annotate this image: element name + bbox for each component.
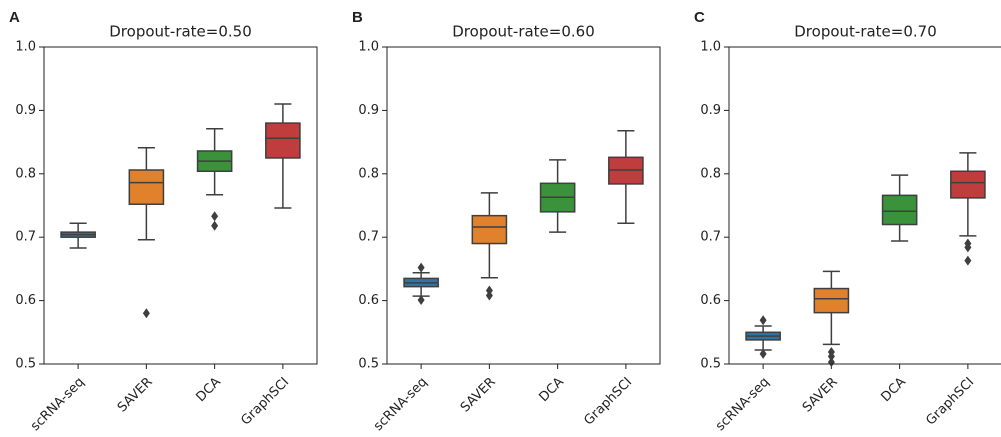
chart-title: Dropout-rate=0.50 xyxy=(109,23,252,41)
y-tick-label: 0.8 xyxy=(700,166,721,181)
flier xyxy=(417,294,425,305)
y-tick-label: 0.7 xyxy=(700,230,721,245)
axes-frame xyxy=(386,46,661,365)
x-tick-label: scRNA-seq xyxy=(371,375,430,434)
y-tick-label: 0.5 xyxy=(700,357,721,372)
y-tick-label: 1.0 xyxy=(700,40,721,55)
y-tick-label: 0.5 xyxy=(358,357,379,372)
flier xyxy=(211,211,219,222)
y-tick-label: 0.6 xyxy=(15,293,36,308)
flier xyxy=(759,348,767,359)
box xyxy=(471,214,508,245)
y-tick-label: 0.6 xyxy=(358,293,379,308)
x-tick-label: GraphSCI xyxy=(238,375,292,429)
flier xyxy=(142,308,150,319)
box xyxy=(950,170,986,199)
box xyxy=(265,122,301,159)
x-tick-label: SAVER xyxy=(800,375,841,416)
y-tick-label: 0.7 xyxy=(15,230,36,245)
y-tick-label: 1.0 xyxy=(15,40,36,55)
y-tick-label: 0.8 xyxy=(358,166,379,181)
x-tick-label: GraphSCI xyxy=(581,375,635,429)
box xyxy=(813,287,850,314)
flier xyxy=(759,315,767,326)
x-tick-label: GraphSCI xyxy=(923,375,977,429)
axes-frame xyxy=(43,46,318,365)
y-tick-label: 0.8 xyxy=(15,166,36,181)
x-tick-label: scRNA-seq xyxy=(28,375,87,434)
flier xyxy=(964,242,972,253)
y-tick-label: 0.6 xyxy=(700,293,721,308)
flier xyxy=(417,262,425,273)
x-tick-label: SAVER xyxy=(458,375,499,416)
flier xyxy=(964,255,972,266)
y-tick-label: 0.7 xyxy=(358,230,379,245)
y-tick-label: 1.0 xyxy=(358,40,379,55)
x-tick-label: DCA xyxy=(194,375,224,405)
y-tick-label: 0.9 xyxy=(358,103,379,118)
flier xyxy=(827,351,835,362)
panel-letter: C xyxy=(694,9,705,26)
flier xyxy=(211,220,219,231)
y-tick-label: 0.9 xyxy=(15,103,36,118)
box xyxy=(128,169,165,205)
y-tick-label: 0.5 xyxy=(15,357,36,372)
flier xyxy=(485,290,493,301)
x-tick-label: SAVER xyxy=(115,375,156,416)
y-tick-label: 0.9 xyxy=(700,103,721,118)
flier xyxy=(485,285,493,296)
axes-frame xyxy=(728,46,1001,365)
panel-letter: A xyxy=(9,9,20,26)
x-tick-label: scRNA-seq xyxy=(713,375,772,434)
chart-title: Dropout-rate=0.70 xyxy=(794,23,937,41)
chart-title: Dropout-rate=0.60 xyxy=(452,23,595,41)
box xyxy=(881,194,918,226)
panel-letter: B xyxy=(352,9,363,26)
flier xyxy=(827,357,835,368)
x-tick-label: DCA xyxy=(879,375,909,405)
x-tick-label: DCA xyxy=(537,375,567,405)
